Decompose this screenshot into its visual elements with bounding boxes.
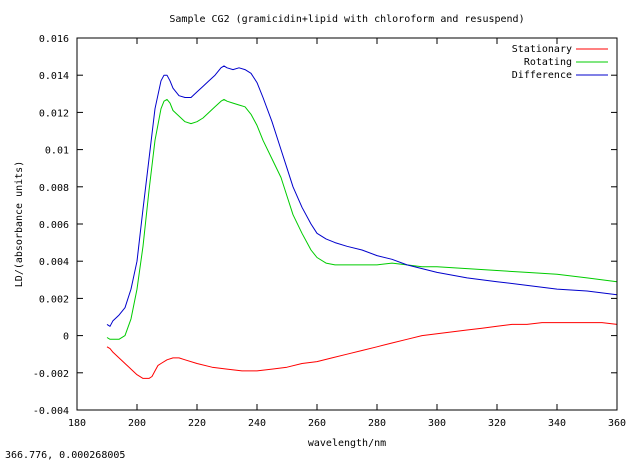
x-tick-label: 240: [248, 418, 266, 429]
series-line-difference: [106, 65, 618, 327]
x-tick-label: 340: [548, 418, 566, 429]
series-line-stationary: [106, 322, 618, 379]
y-tick-label: 0.006: [39, 220, 69, 231]
x-tick-label: 280: [368, 418, 386, 429]
chart-title: Sample CG2 (gramicidin+lipid with chloro…: [169, 14, 524, 25]
y-tick-label: 0.012: [39, 108, 69, 119]
y-tick-label: -0.004: [33, 406, 69, 417]
x-tick-label: 260: [308, 418, 326, 429]
axis-ticks: 180 200 220 240 260 280 300 320 340 360 -0.004 -0.0…: [33, 34, 626, 429]
legend-label-rotating: Rotating: [524, 57, 572, 68]
legend-label-stationary: Stationary: [512, 44, 572, 55]
y-tick-label: 0.004: [39, 257, 69, 268]
legend-label-difference: Difference: [512, 70, 572, 81]
y-tick-label: 0.002: [39, 294, 69, 305]
series-lines: [106, 65, 618, 379]
y-tick-label: -0.002: [33, 369, 69, 380]
y-tick-label: 0: [63, 332, 69, 343]
x-axis-label: wavelength/nm: [308, 438, 386, 449]
x-tick-label: 180: [68, 418, 86, 429]
cursor-coordinates-readout: 366.776, 0.000268005: [5, 450, 126, 461]
y-tick-label: 0.014: [39, 71, 69, 82]
legend: Stationary Rotating Difference: [512, 44, 608, 81]
series-line-rotating: [106, 98, 618, 340]
y-tick-label: 0.016: [39, 34, 69, 45]
y-tick-label: 0.008: [39, 183, 69, 194]
x-tick-label: 300: [428, 418, 446, 429]
x-tick-label: 360: [608, 418, 626, 429]
x-tick-label: 320: [488, 418, 506, 429]
x-tick-label: 200: [128, 418, 146, 429]
plot-frame: [76, 37, 618, 411]
y-axis-label: LD/(absorbance units): [14, 161, 25, 287]
y-tick-label: 0.01: [45, 146, 69, 157]
x-tick-label: 220: [188, 418, 206, 429]
